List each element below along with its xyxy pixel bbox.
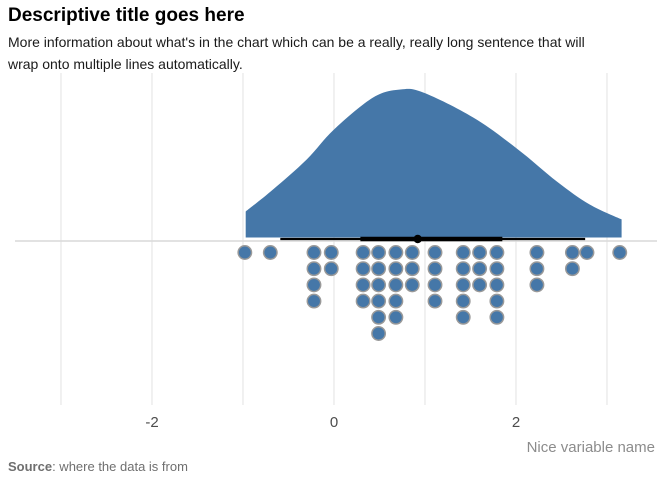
data-dot <box>371 309 387 325</box>
data-dot <box>489 309 505 325</box>
data-dot <box>489 261 505 277</box>
data-dot <box>262 245 278 260</box>
data-dot <box>404 245 420 260</box>
data-dot <box>455 261 471 277</box>
data-dot <box>427 261 443 277</box>
x-tick-label: 0 <box>330 414 338 431</box>
source-line: Source: where the data is from <box>8 459 188 474</box>
data-dot <box>455 293 471 309</box>
data-dot <box>323 261 339 277</box>
data-dot <box>371 245 387 260</box>
source-label: Source <box>8 459 53 474</box>
page-subtitle: More information about what's in the cha… <box>8 34 585 72</box>
data-dot <box>472 245 488 260</box>
data-dot <box>489 245 505 260</box>
data-dot <box>306 293 322 309</box>
data-dot <box>355 245 371 260</box>
data-dot <box>529 277 545 293</box>
data-dot <box>612 245 628 260</box>
data-dot <box>404 261 420 277</box>
data-dot <box>579 245 595 260</box>
data-dot <box>455 245 471 260</box>
data-dot <box>355 293 371 309</box>
data-dot <box>529 245 545 260</box>
data-dot <box>489 293 505 309</box>
data-dot <box>472 277 488 293</box>
data-dot <box>427 277 443 293</box>
page-title: Descriptive title goes here <box>8 5 245 26</box>
data-dot <box>371 326 387 341</box>
data-dot <box>388 261 404 277</box>
data-dot <box>355 261 371 277</box>
data-dot <box>404 277 420 293</box>
data-dot <box>306 261 322 277</box>
x-tick-label: 2 <box>512 414 520 431</box>
data-dot <box>455 309 471 325</box>
data-dot <box>306 277 322 293</box>
data-dot <box>388 309 404 325</box>
data-dot <box>323 245 339 260</box>
data-dot <box>371 261 387 277</box>
data-dot <box>489 277 505 293</box>
data-dot <box>355 277 371 293</box>
data-dot <box>388 245 404 260</box>
data-dot <box>529 261 545 277</box>
interval-point <box>413 234 422 244</box>
source-text: : where the data is from <box>52 459 188 474</box>
data-dot <box>237 245 253 260</box>
data-dot <box>472 261 488 277</box>
data-dot <box>455 277 471 293</box>
data-dot <box>371 293 387 309</box>
data-dot <box>371 277 387 293</box>
x-tick-label: -2 <box>145 414 158 431</box>
data-dot <box>427 293 443 309</box>
data-dot <box>388 293 404 309</box>
data-dot <box>306 245 322 260</box>
data-dot <box>388 277 404 293</box>
x-axis-label: Nice variable name <box>526 439 655 456</box>
density-area <box>245 88 622 238</box>
data-dot <box>564 245 580 260</box>
data-dot <box>427 245 443 260</box>
data-dot <box>564 261 580 277</box>
